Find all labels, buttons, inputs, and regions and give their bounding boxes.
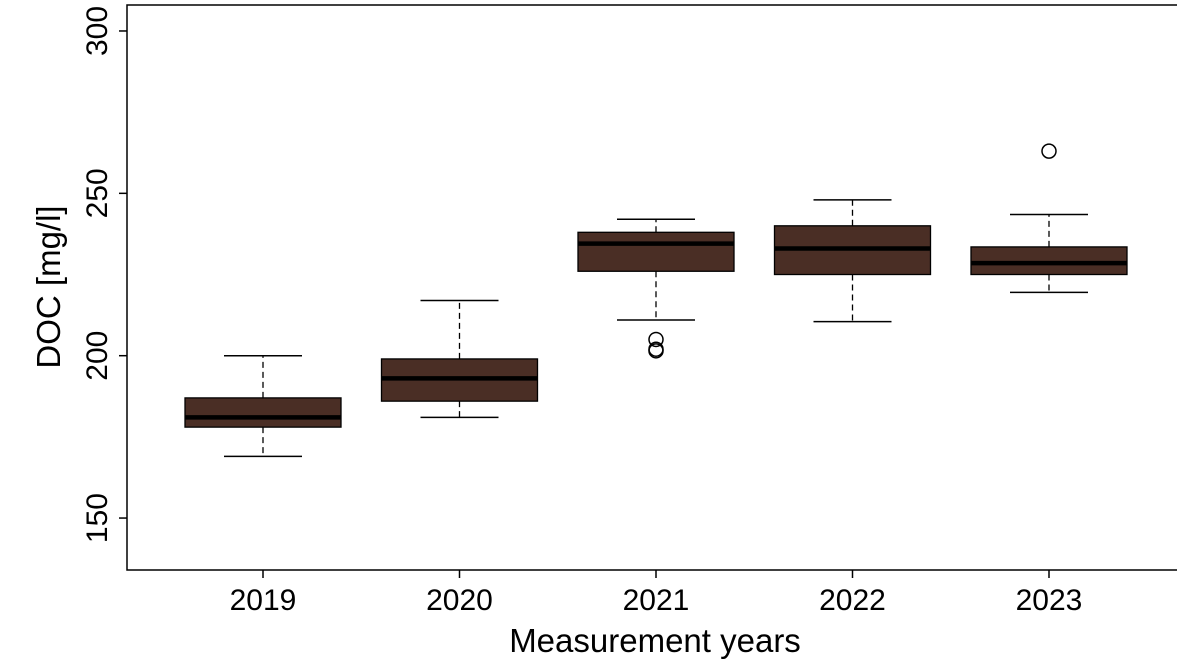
box-2022 — [773, 199, 932, 323]
outlier-point — [648, 343, 664, 359]
x-axis: 2019 2020 2021 2022 2023 — [230, 570, 1083, 617]
box-2020 — [380, 299, 539, 419]
iqr-box — [577, 231, 735, 272]
box-2021 — [577, 218, 735, 359]
x-tick-label: 2021 — [623, 584, 690, 617]
box-series — [184, 143, 1128, 458]
outlier-point — [648, 331, 664, 348]
y-axis: 150 200 250 300 — [81, 6, 127, 543]
iqr-box — [970, 246, 1128, 276]
box-2023 — [970, 143, 1128, 294]
y-tick-label: 150 — [81, 493, 114, 543]
box-2019 — [184, 354, 342, 458]
x-tick-label: 2020 — [426, 584, 493, 617]
y-tick-label: 250 — [81, 168, 114, 218]
x-axis-title: Measurement years — [509, 622, 801, 659]
outlier-point — [1041, 143, 1057, 159]
x-tick-label: 2022 — [819, 584, 886, 617]
x-tick-label: 2019 — [230, 584, 297, 617]
x-tick-label: 2023 — [1016, 584, 1083, 617]
iqr-box — [184, 397, 342, 428]
y-tick-label: 300 — [81, 6, 114, 56]
y-tick-label: 200 — [81, 331, 114, 381]
plot-frame — [126, 4, 1177, 571]
y-axis-title: DOC [mg/l] — [30, 205, 67, 368]
